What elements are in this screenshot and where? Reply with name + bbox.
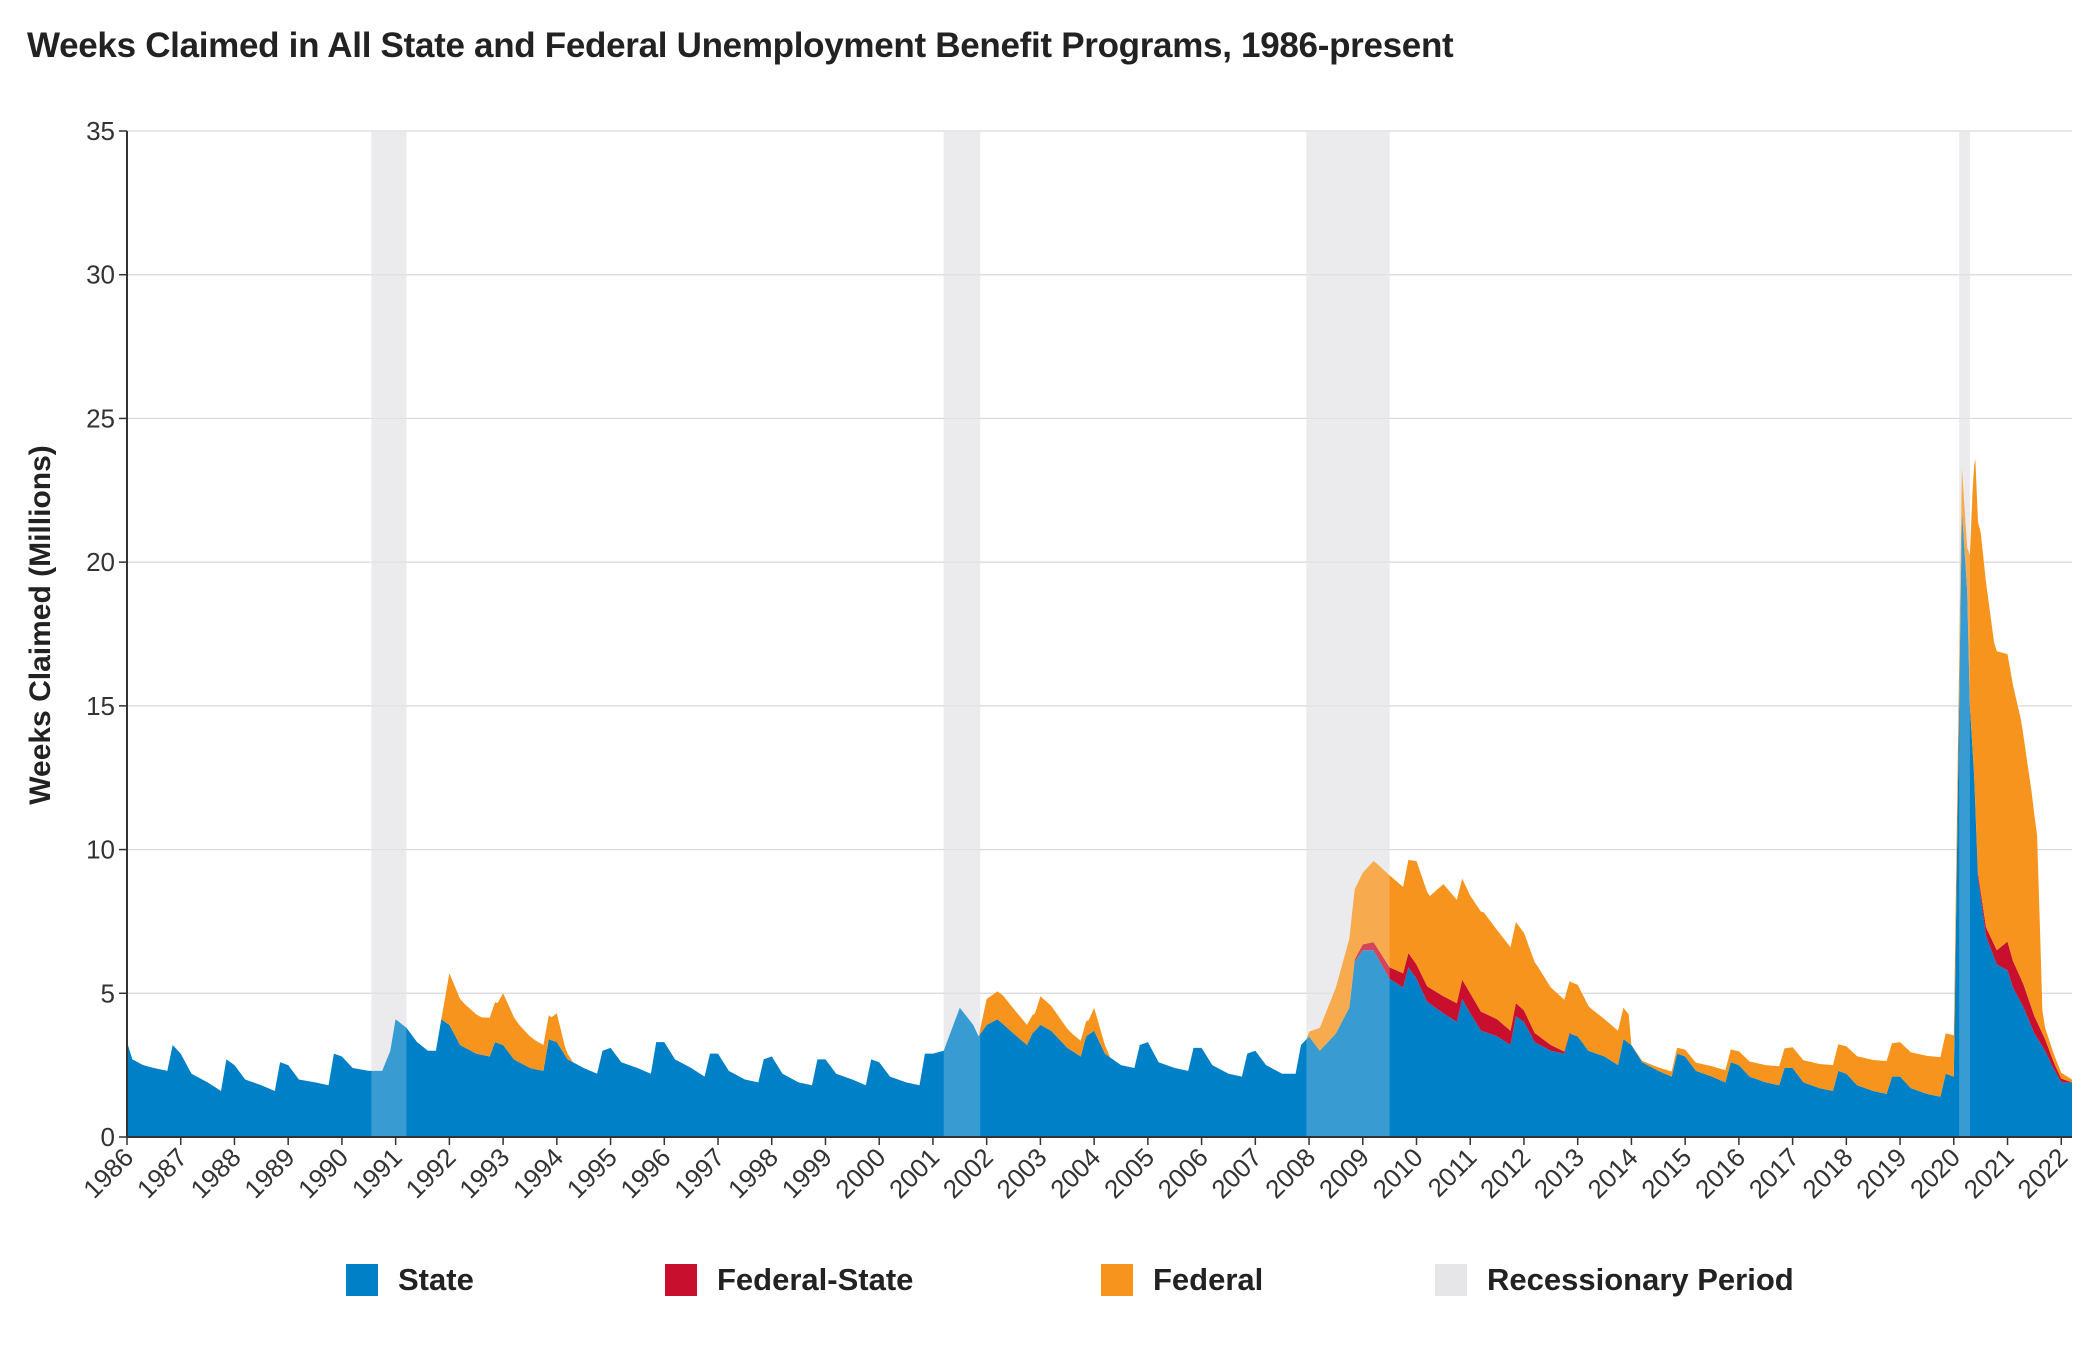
legend-swatch-state: [346, 1264, 378, 1296]
x-tick-label-1991: 1991: [346, 1142, 408, 1204]
recession-overlay: [371, 131, 1970, 1137]
x-tick-label-2018: 2018: [1796, 1142, 1858, 1204]
x-tick-label-1996: 1996: [614, 1142, 676, 1204]
x-tick-label-2004: 2004: [1044, 1142, 1106, 1204]
stacked-areas: [127, 458, 2072, 1137]
y-axis-label: Weeks Claimed (Millions): [24, 445, 57, 805]
x-tick-label-2009: 2009: [1313, 1142, 1375, 1204]
x-tick-label-2022: 2022: [2011, 1142, 2073, 1204]
y-tick-label-5: 5: [101, 978, 115, 1008]
legend-item-federal: Federal: [1101, 1262, 1263, 1298]
x-tick-label-2011: 2011: [1422, 1142, 1483, 1203]
series-area-federal-state: [127, 510, 2072, 1097]
legend-label-state: State: [398, 1262, 474, 1297]
x-tick-labels: 1986198719881989199019911992199319941995…: [77, 1137, 2073, 1204]
legend-label-federal: Federal: [1153, 1262, 1264, 1297]
x-tick-label-2014: 2014: [1582, 1142, 1644, 1204]
recession-band-2: [943, 131, 981, 1137]
x-tick-label-1987: 1987: [131, 1142, 193, 1204]
x-tick-label-2003: 2003: [991, 1142, 1053, 1204]
gridlines: [127, 130, 2072, 994]
legend-item-recessionary-period: Recessionary Period: [1435, 1262, 1794, 1298]
x-tick-label-1989: 1989: [238, 1142, 300, 1204]
y-tick-label-25: 25: [86, 403, 115, 433]
legend-label-recessionary-period: Recessionary Period: [1487, 1262, 1794, 1297]
axes: [126, 131, 2072, 1138]
x-tick-label-2015: 2015: [1635, 1142, 1697, 1204]
x-tick-label-1995: 1995: [561, 1142, 623, 1204]
legend-swatch-federal-state: [665, 1264, 697, 1296]
x-tick-label-1990: 1990: [292, 1142, 354, 1204]
y-tick-label-35: 35: [86, 116, 115, 146]
y-tick-label-0: 0: [101, 1122, 115, 1152]
x-tick-label-1992: 1992: [400, 1142, 462, 1204]
series-area-federal: [127, 458, 2072, 1097]
recession-bands: [371, 131, 1970, 1137]
x-tick-label-2019: 2019: [1850, 1142, 1912, 1204]
legend-item-state: State: [346, 1262, 474, 1298]
x-tick-label-2021: 2021: [1958, 1142, 2020, 1204]
x-tick-label-1993: 1993: [453, 1142, 515, 1204]
series-area-state: [127, 510, 2072, 1137]
x-tick-label-2008: 2008: [1259, 1142, 1321, 1204]
x-tick-label-2001: 2001: [883, 1142, 945, 1204]
legend-item-federal-state: Federal-State: [665, 1262, 913, 1298]
recession-overlay-3: [1306, 131, 1390, 1137]
x-tick-label-2020: 2020: [1904, 1142, 1966, 1204]
y-tick-labels: 0 5 10 15 20 25 30 35: [86, 116, 127, 1152]
recession-overlay-4: [1959, 131, 1970, 1137]
x-tick-label-2007: 2007: [1205, 1142, 1267, 1204]
y-tick-label-20: 20: [86, 547, 115, 577]
chart-title: Weeks Claimed in All State and Federal U…: [27, 26, 1454, 65]
x-tick-label-2005: 2005: [1098, 1142, 1160, 1204]
legend-label-federal-state: Federal-State: [717, 1262, 914, 1297]
x-tick-label-2016: 2016: [1689, 1142, 1751, 1204]
x-tick-label-2000: 2000: [829, 1142, 891, 1204]
recession-overlay-2: [943, 131, 981, 1137]
x-tick-label-2012: 2012: [1474, 1142, 1536, 1204]
x-tick-label-2006: 2006: [1152, 1142, 1214, 1204]
x-tick-label-2010: 2010: [1367, 1142, 1429, 1204]
legend-swatch-recessionary-period: [1435, 1264, 1467, 1296]
x-tick-label-1998: 1998: [722, 1142, 784, 1204]
legend: State Federal-State Federal Recessionary…: [0, 1262, 2093, 1306]
x-tick-label-1988: 1988: [185, 1142, 247, 1204]
x-tick-label-2017: 2017: [1743, 1142, 1805, 1204]
x-tick-label-2002: 2002: [937, 1142, 999, 1204]
x-tick-label-1999: 1999: [776, 1142, 838, 1204]
legend-swatch-federal: [1101, 1264, 1133, 1296]
x-tick-label-2013: 2013: [1528, 1142, 1590, 1204]
y-tick-label-30: 30: [86, 260, 115, 290]
recession-band-1: [371, 131, 407, 1137]
y-tick-label-10: 10: [86, 835, 115, 865]
y-tick-label-15: 15: [86, 691, 115, 721]
x-tick-label-1986: 1986: [77, 1142, 139, 1204]
recession-overlay-1: [371, 131, 407, 1137]
x-tick-label-1994: 1994: [507, 1142, 569, 1204]
x-tick-label-1997: 1997: [668, 1142, 730, 1204]
